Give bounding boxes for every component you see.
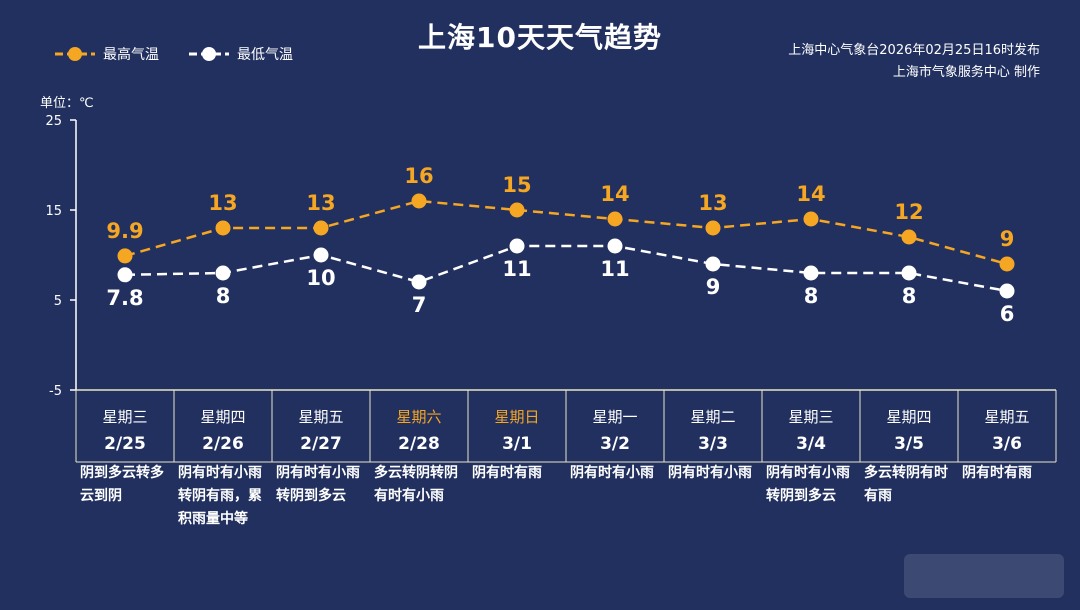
y-tick-label: -5 (49, 384, 62, 399)
data-label-high: 12 (894, 200, 923, 224)
weather-description: 多云转阴转阴有时有小雨 (374, 465, 458, 504)
data-point-low (509, 238, 525, 254)
date-label: 3/1 (502, 434, 532, 454)
legend-label-high: 最高气温 (103, 47, 159, 63)
data-point-high (411, 193, 427, 209)
weather-description: 阴有时有小雨 (668, 465, 752, 481)
data-label-high: 14 (600, 182, 629, 206)
legend: 最高气温 最低气温 (55, 44, 323, 64)
data-label-low: 6 (1000, 302, 1015, 326)
weather-description: 阴有时有雨 (472, 465, 542, 481)
data-point-high (313, 220, 329, 236)
data-point-high (901, 229, 917, 245)
weekday-label: 星期二 (690, 408, 736, 426)
data-label-high: 15 (502, 173, 531, 197)
date-label: 3/2 (600, 434, 630, 454)
data-label-high: 13 (698, 191, 727, 215)
data-point-high (803, 211, 819, 227)
data-label-high: 9.9 (106, 219, 143, 243)
source-line-1: 上海中心气象台2026年02月25日16时发布 (788, 43, 1040, 58)
data-label-high: 16 (404, 164, 433, 188)
weather-description: 阴有时有雨 (962, 465, 1032, 481)
date-label: 2/28 (398, 434, 440, 454)
data-point-low (313, 247, 329, 263)
data-label-low: 10 (306, 266, 335, 290)
legend-item-low: 最低气温 (189, 44, 293, 64)
weather-description: 阴有时有小雨转阴到多云 (276, 465, 360, 504)
series-line-high (124, 199, 1008, 266)
data-point-high (509, 202, 525, 218)
legend-swatch-high (55, 47, 95, 61)
legend-swatch-low (189, 47, 229, 61)
legend-item-high: 最高气温 (55, 44, 159, 64)
day-row: 星期三 2/25 星期四 2/26 星期五 2/27 星期六 2/28 星期日 3/1 星期一 3/2… (76, 392, 1056, 462)
data-point-high (999, 256, 1015, 272)
weekday-label: 星期日 (494, 408, 540, 426)
series-line-low (124, 244, 1008, 293)
data-label-high: 14 (796, 182, 825, 206)
data-label-low: 7 (412, 293, 427, 317)
data-point-low (215, 265, 231, 281)
data-point-high (117, 248, 133, 264)
data-label-low: 8 (804, 284, 819, 308)
data-label-high: 13 (208, 191, 237, 215)
data-point-low (411, 274, 427, 290)
date-label: 3/3 (698, 434, 728, 454)
data-point-high (705, 220, 721, 236)
data-point-low (803, 265, 819, 281)
weekday-label: 星期六 (396, 408, 442, 426)
date-label: 3/6 (992, 434, 1022, 454)
data-label-low: 7.8 (106, 286, 143, 310)
data-label-low: 8 (902, 284, 917, 308)
data-point-high (215, 220, 231, 236)
weather-description: 阴到多云转多云到阴 (80, 465, 164, 504)
data-label-low: 9 (706, 275, 721, 299)
data-label-high: 9 (1000, 227, 1015, 251)
source-info: 上海中心气象台2026年02月25日16时发布 上海市气象服务中心 制作 (788, 40, 1040, 84)
date-label: 2/25 (104, 434, 146, 454)
y-tick-label: 15 (45, 204, 62, 219)
unit-label: 单位：℃ (40, 96, 94, 111)
weekday-label: 星期五 (984, 408, 1030, 426)
data-label-low: 8 (216, 284, 231, 308)
watermark (904, 554, 1064, 598)
data-label-low: 11 (600, 257, 629, 281)
chart-title: 上海10天天气趋势 (418, 21, 662, 54)
date-label: 3/4 (796, 434, 826, 454)
weather-description: 多云转阴有时有雨 (864, 465, 948, 504)
source-line-2: 上海市气象服务中心 制作 (892, 65, 1040, 80)
data-point-low (607, 238, 623, 254)
weekday-label: 星期一 (592, 408, 638, 426)
weather-description: 阴有时有小雨 (570, 465, 654, 481)
weekday-label: 星期四 (886, 408, 932, 426)
data-point-high (607, 211, 623, 227)
weekday-label: 星期三 (102, 408, 148, 426)
legend-label-low: 最低气温 (237, 47, 293, 63)
weather-description: 阴有时有小雨转阴到多云 (766, 465, 850, 504)
data-point-low (705, 256, 721, 272)
data-point-low (999, 283, 1015, 299)
weekday-label: 星期四 (200, 408, 246, 426)
weekday-label: 星期三 (788, 408, 834, 426)
data-point-low (117, 267, 133, 283)
data-label-low: 11 (502, 257, 531, 281)
date-label: 2/27 (300, 434, 342, 454)
weather-description: 阴有时有小雨转阴有雨，累积雨量中等 (178, 465, 262, 527)
y-tick-label: 25 (45, 114, 62, 129)
date-label: 2/26 (202, 434, 244, 454)
weekday-label: 星期五 (298, 408, 344, 426)
date-label: 3/5 (894, 434, 924, 454)
y-tick-label: 5 (54, 294, 62, 309)
data-label-high: 13 (306, 191, 335, 215)
data-point-low (901, 265, 917, 281)
